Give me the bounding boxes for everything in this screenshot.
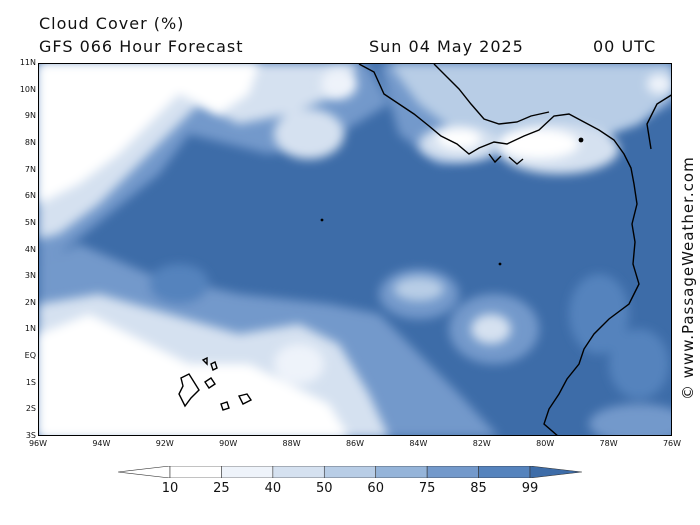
colorbar-label: 99 [521, 481, 539, 496]
latitude-label: 1N [24, 324, 36, 334]
longitude-label: 82W [472, 439, 491, 448]
latitude-label: 5N [24, 217, 36, 227]
longitude-label: 92W [155, 439, 174, 448]
coastline [178, 64, 671, 435]
colorbar-segment [169, 466, 222, 478]
latitude-label: 8N [24, 137, 36, 147]
latitude-label: 4N [24, 244, 36, 254]
latitude-label: 3S [25, 431, 36, 440]
colorbar-segment [323, 466, 377, 478]
latitude-label: EQ [24, 351, 36, 361]
colorbar-segment [478, 466, 531, 478]
longitude-label: 96W [28, 439, 48, 448]
latitude-label: 9N [24, 111, 36, 121]
latitude-label: 10N [19, 84, 36, 94]
colorbar-segment [426, 466, 479, 478]
colorbar-min-cap [118, 466, 171, 478]
longitude-label: 86W [345, 439, 365, 448]
colorbar-max-cap [529, 466, 582, 478]
latitude-label: 1S [25, 377, 36, 387]
colorbar-label: 50 [316, 481, 333, 496]
color-scale-bar [118, 466, 582, 478]
map-title: Cloud Cover (%) [39, 14, 185, 33]
cloud-cover-map [38, 63, 672, 436]
longitude-label: 90W [219, 439, 238, 448]
colorbar-label: 25 [213, 481, 230, 496]
colorbar-segment [272, 466, 325, 478]
longitude-label: 76W [662, 439, 682, 448]
latitude-label: 2S [25, 404, 36, 414]
colorbar-label: 85 [470, 481, 487, 496]
latitude-label: 7N [24, 164, 36, 174]
cloud-cover-field [39, 64, 671, 435]
colorbar-label: 75 [418, 481, 436, 496]
colorbar-segment [375, 466, 428, 478]
cloud-clear-areas [39, 64, 671, 435]
latitude-label: 2N [24, 297, 36, 307]
forecast-time: 00 UTC [593, 37, 657, 56]
longitude-label: 88W [282, 439, 301, 448]
inland-islands [320, 137, 584, 266]
longitude-label: 84W [409, 439, 428, 448]
colorbar-segment [221, 466, 274, 478]
latitude-label: 6N [24, 191, 36, 201]
longitude-label: 78W [599, 439, 618, 448]
latitude-label: 3N [24, 271, 36, 281]
longitude-label: 80W [536, 439, 555, 448]
forecast-date: Sun 04 May 2025 [369, 37, 524, 56]
colorbar-label: 40 [264, 481, 282, 496]
colorbar-label: 10 [161, 481, 179, 496]
longitude-label: 94W [92, 439, 111, 448]
latitude-label: 11N [19, 58, 36, 67]
colorbar-label: 60 [367, 481, 384, 496]
forecast-subtitle: GFS 066 Hour Forecast [39, 37, 244, 56]
copyright-credit: © www.PassageWeather.com [679, 156, 697, 400]
